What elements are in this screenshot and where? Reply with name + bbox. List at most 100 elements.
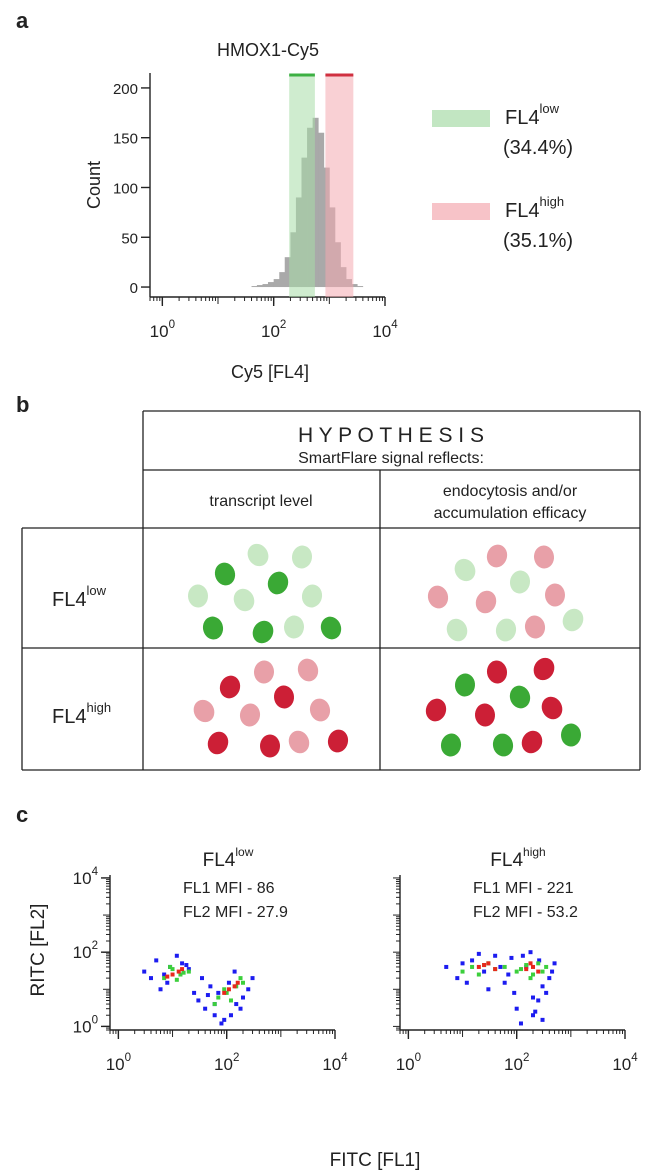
cell-icon	[446, 618, 468, 642]
point	[232, 969, 237, 974]
cell-icon	[267, 571, 289, 595]
point	[226, 987, 231, 992]
point	[186, 967, 191, 972]
point	[530, 964, 535, 969]
point	[455, 976, 460, 981]
histogram-bar	[351, 284, 358, 288]
point	[174, 977, 179, 982]
tick-label: 100	[396, 1052, 421, 1074]
tick-label: 50	[121, 230, 138, 247]
cell-icon	[474, 703, 496, 727]
cell-icon	[562, 608, 584, 632]
panel-label: b	[16, 392, 29, 417]
cell-icon	[509, 570, 531, 594]
legend-swatch	[432, 203, 490, 220]
point	[498, 964, 503, 969]
point	[232, 984, 237, 989]
tick-label-base: 10	[261, 322, 280, 341]
cell-icon	[239, 703, 261, 727]
point	[493, 967, 498, 972]
histogram-bar	[256, 285, 263, 288]
point	[186, 969, 191, 974]
tick-label: 104	[322, 1052, 348, 1074]
tick-label-base: 10	[396, 1055, 415, 1074]
cell-icon	[301, 584, 323, 608]
cell-icon	[288, 730, 310, 754]
point	[222, 990, 227, 995]
row-label-sup: low	[86, 583, 106, 598]
point	[216, 995, 221, 1000]
cell-icon	[454, 673, 476, 697]
cell-icon	[427, 585, 449, 609]
tick-label-base: 10	[150, 322, 169, 341]
cell-icon	[533, 657, 555, 681]
tick-label-sup: 0	[125, 1052, 131, 1064]
point	[158, 987, 163, 992]
cell-icon	[273, 685, 295, 709]
point	[181, 970, 186, 975]
point	[530, 1013, 535, 1018]
cell-icon	[202, 616, 224, 640]
point	[520, 953, 525, 958]
point	[482, 969, 487, 974]
point	[540, 984, 545, 989]
histogram-bar	[279, 272, 286, 288]
point	[444, 964, 449, 969]
point	[470, 958, 475, 963]
y-axis-label: Count	[84, 161, 104, 209]
tick-label-sup: 2	[92, 940, 98, 952]
legend-swatch	[432, 110, 490, 127]
histogram-bar	[357, 286, 364, 288]
tick-label: 102	[504, 1052, 529, 1074]
point	[476, 972, 481, 977]
point	[528, 961, 533, 966]
point	[550, 969, 555, 974]
tick-label-sup: 4	[92, 866, 99, 878]
row-label-sup: high	[86, 700, 111, 715]
point	[460, 969, 465, 974]
annotation: FL1 MFI - 221	[473, 880, 574, 897]
point	[226, 980, 231, 985]
tick-label: 150	[113, 131, 138, 148]
column-header: transcript level	[209, 493, 312, 510]
row-header: FL4low	[52, 583, 107, 611]
point	[514, 1006, 519, 1011]
row-label: FL4	[52, 589, 86, 611]
cell-icon	[219, 675, 241, 699]
cell-icon	[440, 733, 462, 757]
point	[192, 990, 197, 995]
point	[533, 1009, 538, 1014]
cell-icon	[283, 615, 305, 639]
point	[530, 995, 535, 1000]
legend-label-sup: high	[539, 194, 564, 209]
cell-icon	[247, 543, 269, 567]
tick-label: 100	[113, 180, 138, 197]
point	[238, 976, 243, 981]
cell-icon	[207, 731, 229, 755]
tick-label-base: 10	[106, 1055, 125, 1074]
point	[514, 969, 519, 974]
chart-title: FL4high	[490, 845, 545, 871]
tick-label-sup: 0	[92, 1014, 98, 1026]
tick-label: 100	[106, 1052, 131, 1074]
cell-icon	[560, 723, 582, 747]
point	[540, 969, 545, 974]
cell-icon	[193, 699, 215, 723]
chart-title-sup: low	[235, 845, 253, 859]
cell-icon	[425, 698, 447, 722]
tick-label-sup: 4	[391, 319, 398, 331]
point	[165, 974, 170, 979]
point	[524, 963, 529, 968]
point	[509, 955, 514, 960]
tick-label: 100	[73, 1014, 98, 1036]
point	[460, 961, 465, 966]
point	[470, 964, 475, 969]
x-axis-label: FITC [FL1]	[330, 1150, 421, 1171]
point	[476, 964, 481, 969]
cell-icon	[486, 544, 508, 568]
chart-title-base: FL4	[490, 850, 523, 871]
tick-label-sup: 4	[341, 1052, 348, 1064]
legend-label: FL4high	[505, 194, 564, 222]
cell-icon	[521, 730, 543, 754]
tick-label-sup: 4	[631, 1052, 638, 1064]
